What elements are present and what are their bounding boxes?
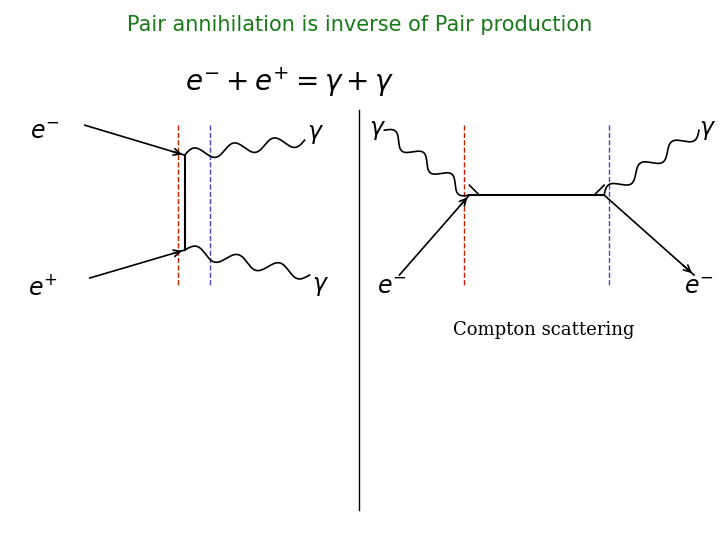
Text: $\gamma$: $\gamma$ <box>312 275 328 299</box>
Text: $e^{-}$: $e^{-}$ <box>377 276 408 300</box>
Text: Pair annihilation is inverse of Pair production: Pair annihilation is inverse of Pair pro… <box>127 15 592 35</box>
Text: $\gamma$: $\gamma$ <box>699 119 716 141</box>
Text: $e^{-}$: $e^{-}$ <box>30 121 60 144</box>
Text: $e^{+}$: $e^{+}$ <box>28 275 58 300</box>
Text: $e^{-}$: $e^{-}$ <box>684 276 714 300</box>
Text: $e^{-}+e^{+}=\gamma +\gamma$: $e^{-}+e^{+}=\gamma +\gamma$ <box>185 65 394 99</box>
Text: $\gamma$: $\gamma$ <box>307 123 323 146</box>
Text: $\gamma$: $\gamma$ <box>369 119 387 141</box>
Text: Compton scattering: Compton scattering <box>454 321 635 339</box>
